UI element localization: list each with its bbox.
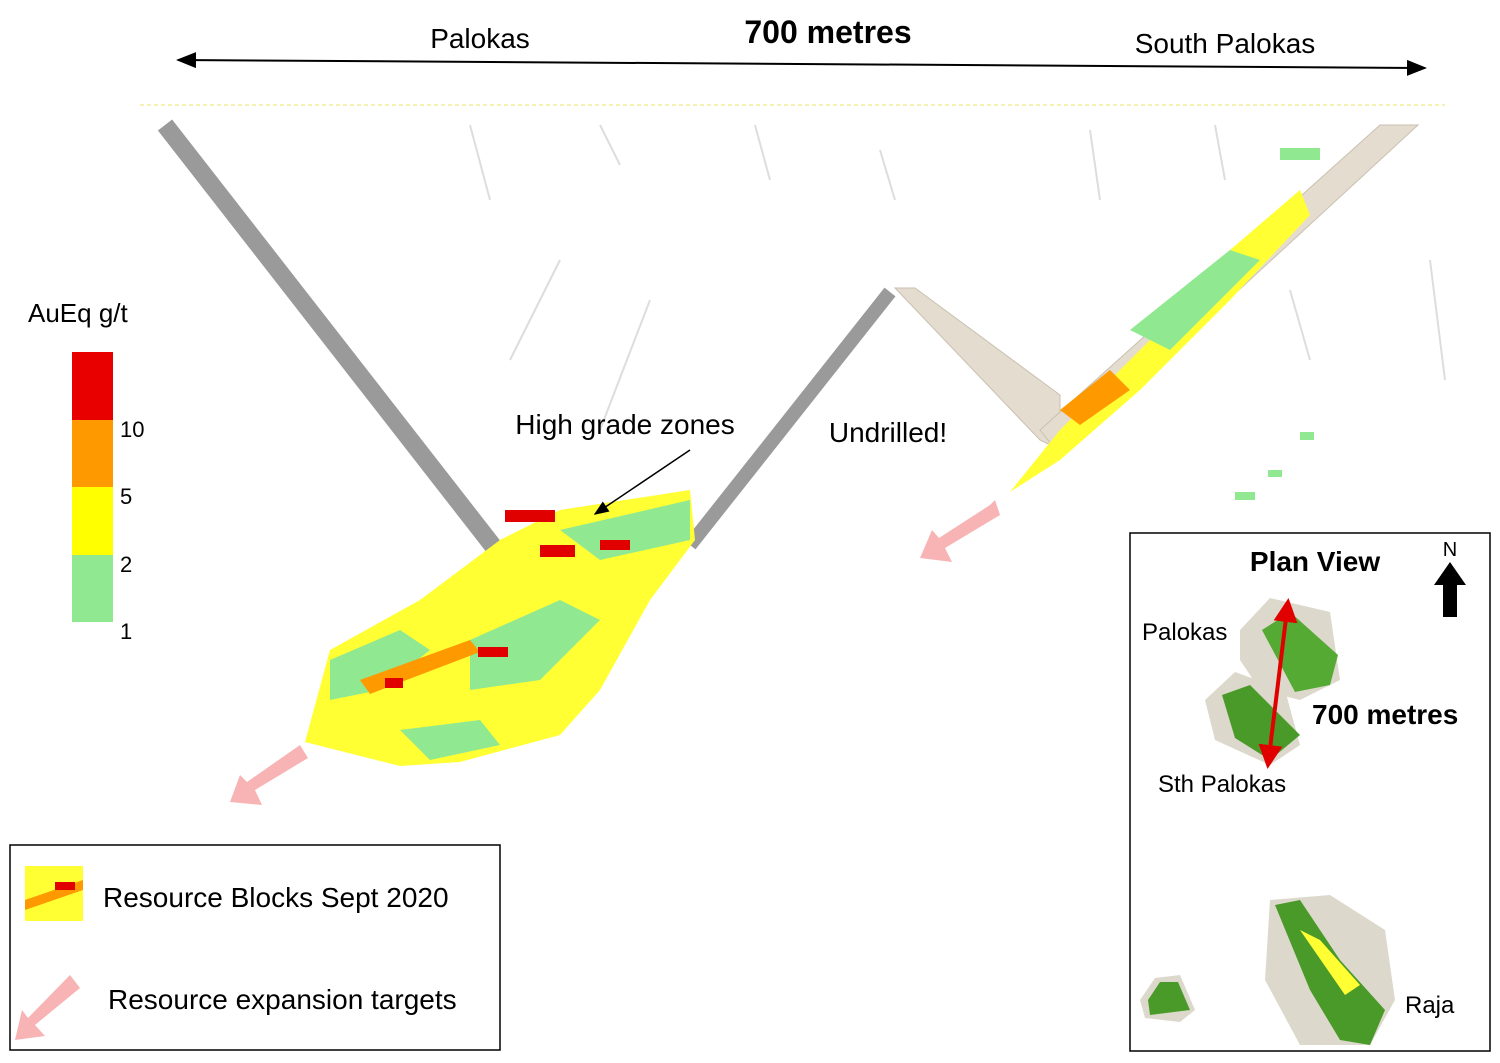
block-patch [1268, 470, 1282, 477]
scale-label: 5 [120, 484, 132, 509]
block-patch [478, 647, 508, 657]
inset-label: Palokas [1142, 619, 1227, 646]
pit-shell [684, 287, 896, 550]
legend-label: Resource expansion targets [108, 984, 457, 1015]
right-label: South Palokas [1135, 28, 1316, 59]
resource-blocks [1010, 148, 1320, 500]
scale-arrow [176, 52, 1427, 76]
legend-label: Resource Blocks Sept 2020 [103, 882, 449, 913]
north-label: N [1443, 539, 1457, 561]
block-patch [600, 540, 630, 550]
inset-title: Plan View [1250, 546, 1380, 577]
resource-blocks [305, 490, 695, 766]
title: 700 metres [744, 14, 911, 50]
scale-label: 2 [120, 552, 132, 577]
north-arrow [1434, 562, 1466, 617]
expansion-arrow [230, 745, 308, 805]
block-patch [560, 500, 690, 560]
scale-label: 1 [120, 619, 132, 644]
drill-traces [469, 124, 1446, 431]
block-patch [330, 630, 430, 700]
annotation-arrow [593, 449, 691, 515]
legend-arrow [15, 975, 80, 1040]
scale-title: AuEq g/t [28, 298, 129, 328]
pit-shell [157, 119, 508, 561]
plan-scale-arrow [1258, 598, 1298, 769]
legend-swatch-detail [55, 882, 75, 890]
annotation: High grade zones [515, 409, 734, 440]
block-patch [1235, 492, 1255, 500]
inset-label: Sth Palokas [1158, 771, 1286, 798]
block-patch [1130, 250, 1260, 350]
plan-blocks [1300, 930, 1360, 995]
legend-box [9, 844, 501, 1051]
block-patch [470, 600, 600, 690]
expansion-arrows [230, 500, 1000, 805]
block-patch [505, 510, 555, 522]
block-patch [385, 678, 403, 688]
block-patch [1060, 370, 1130, 425]
expansion-arrow [920, 500, 1000, 562]
plan-blocks [1148, 982, 1190, 1015]
block-patch [400, 720, 500, 760]
block-patch [1300, 432, 1314, 440]
annotation: Undrilled! [829, 417, 947, 448]
scale-swatch [72, 420, 113, 487]
block-patch [1280, 148, 1320, 160]
scale-label: 10 [120, 417, 144, 442]
scale-swatch [72, 555, 113, 622]
left-label: Palokas [430, 23, 530, 54]
scale-swatch [72, 487, 113, 555]
inset-label: Raja [1405, 992, 1455, 1019]
scale-swatch [72, 352, 113, 420]
block-patch [540, 545, 575, 557]
inset-label: 700 metres [1312, 699, 1458, 730]
